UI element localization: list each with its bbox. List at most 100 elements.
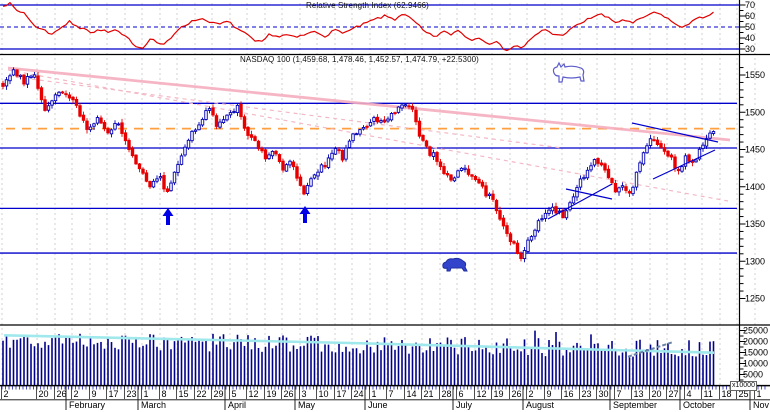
- candle-up: [617, 187, 621, 193]
- candle-up: [176, 164, 180, 173]
- candle-down: [74, 99, 79, 106]
- candle-down: [435, 152, 439, 162]
- candle-down: [410, 105, 415, 110]
- axis-label: 1: [372, 389, 377, 399]
- axis-label: 14: [407, 389, 417, 399]
- candle-down: [246, 126, 250, 136]
- candle-up: [389, 112, 394, 121]
- candle-up: [578, 178, 583, 188]
- volume-bars: [2, 330, 715, 386]
- candle-down: [473, 175, 478, 181]
- candle-up: [25, 76, 30, 85]
- candle-down: [302, 185, 306, 195]
- axis-label: 30: [745, 44, 755, 54]
- candle-down: [78, 105, 82, 117]
- axis-label: 9: [547, 389, 552, 399]
- candle-down: [438, 161, 443, 168]
- candle-down: [477, 178, 481, 184]
- pink-trendlines[interactable]: [7, 66, 731, 202]
- candle-down: [239, 103, 243, 118]
- rsi-indicator-title[interactable]: Relative Strength Index (62.9466): [306, 1, 429, 10]
- price-series-title[interactable]: NASDAQ 100 (1,459.68, 1,478.46, 1,452.57…: [240, 55, 479, 64]
- candle-up: [32, 74, 37, 78]
- axis-label: 17: [109, 389, 119, 399]
- candle-down: [375, 116, 380, 123]
- candle-down: [15, 69, 19, 77]
- candle-up: [95, 117, 100, 124]
- candle-up: [680, 166, 684, 172]
- axis-label: February: [69, 400, 106, 410]
- axis-label: October: [683, 400, 715, 410]
- candle-down: [144, 172, 149, 182]
- candle-down: [666, 150, 670, 157]
- candle-up: [109, 129, 114, 135]
- candles: [1, 67, 716, 263]
- candle-down: [519, 252, 523, 260]
- candle-up: [347, 140, 352, 148]
- candle-down: [498, 210, 502, 220]
- axis-label: 10: [319, 389, 329, 399]
- candle-down: [445, 173, 450, 176]
- candle-up: [592, 159, 597, 166]
- support-resistance-lines[interactable]: [0, 102, 737, 254]
- candle-up: [235, 104, 240, 114]
- candle-up: [575, 187, 579, 198]
- candle-up: [526, 239, 530, 252]
- candle-up: [46, 105, 51, 111]
- candle-up: [540, 218, 544, 221]
- candle-up: [288, 160, 292, 166]
- candle-down: [627, 191, 632, 194]
- axis-label: 7: [389, 389, 394, 399]
- buy-arrows[interactable]: [162, 206, 311, 225]
- candle-down: [417, 120, 422, 137]
- candle-up: [316, 171, 320, 177]
- candle-up: [11, 69, 16, 76]
- candle-down: [393, 112, 397, 115]
- candle-up: [344, 147, 348, 160]
- candle-down: [211, 107, 215, 116]
- candle-down: [85, 120, 89, 130]
- volume-unit-label: x10000: [730, 381, 757, 391]
- candle-down: [277, 154, 282, 163]
- axis-label: 12: [249, 389, 259, 399]
- candle-down: [554, 206, 558, 214]
- candle-up: [645, 145, 649, 154]
- candle-up: [53, 94, 58, 102]
- candle-down: [323, 165, 327, 168]
- up-arrow-icon[interactable]: [162, 208, 174, 225]
- candle-down: [662, 147, 667, 152]
- axis-label: April: [228, 400, 246, 410]
- axis-label: 15000: [743, 348, 768, 358]
- candle-up: [18, 74, 23, 77]
- candle-up: [200, 118, 205, 126]
- candle-up: [358, 129, 362, 135]
- candle-down: [64, 93, 68, 96]
- axis-label: 20000: [743, 337, 768, 347]
- up-arrow-icon[interactable]: [299, 206, 311, 223]
- axis-label: 25: [739, 389, 749, 399]
- candle-down: [669, 154, 674, 158]
- candle-down: [494, 200, 499, 212]
- bull-sketch[interactable]: [552, 61, 585, 83]
- volume-trendline[interactable]: [627, 341, 673, 358]
- candle-up: [113, 123, 117, 130]
- candle-down: [687, 154, 691, 162]
- candle-up: [589, 165, 593, 171]
- axis-label: 1400: [745, 182, 765, 192]
- axis-label: 13: [634, 389, 644, 399]
- axis-label: 11: [704, 389, 713, 399]
- axis-label: 18: [722, 389, 732, 399]
- candle-down: [22, 74, 26, 85]
- candle-down: [407, 105, 411, 108]
- candle-up: [543, 212, 548, 219]
- rsi-levels: [0, 4, 740, 50]
- blue-trendlines[interactable]: [547, 122, 719, 220]
- bear-sketch[interactable]: [442, 257, 468, 272]
- candle-up: [536, 220, 541, 232]
- candle-up: [641, 152, 646, 165]
- candle-up: [151, 180, 156, 188]
- axis-label: 21: [424, 389, 434, 399]
